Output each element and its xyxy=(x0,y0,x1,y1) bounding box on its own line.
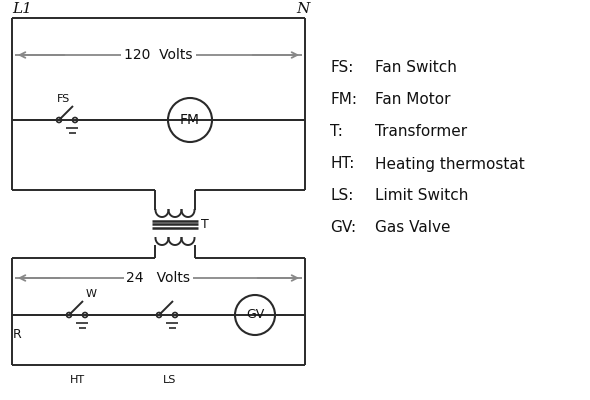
Text: GV:: GV: xyxy=(330,220,356,236)
Text: FM: FM xyxy=(180,113,200,127)
Text: HT:: HT: xyxy=(330,156,355,172)
Text: R: R xyxy=(13,328,22,341)
Text: Gas Valve: Gas Valve xyxy=(375,220,451,236)
Text: T: T xyxy=(201,218,209,230)
Text: 120  Volts: 120 Volts xyxy=(124,48,193,62)
Text: Fan Motor: Fan Motor xyxy=(375,92,451,108)
Text: FM:: FM: xyxy=(330,92,357,108)
Text: Fan Switch: Fan Switch xyxy=(375,60,457,76)
Text: FS:: FS: xyxy=(330,60,353,76)
Text: FS: FS xyxy=(57,94,70,104)
Text: LS:: LS: xyxy=(330,188,353,204)
Text: HT: HT xyxy=(70,375,85,385)
Text: Heating thermostat: Heating thermostat xyxy=(375,156,525,172)
Text: L1: L1 xyxy=(12,2,32,16)
Text: Transformer: Transformer xyxy=(375,124,467,140)
Text: W: W xyxy=(86,289,97,299)
Text: LS: LS xyxy=(163,375,176,385)
Text: T:: T: xyxy=(330,124,343,140)
Text: 24   Volts: 24 Volts xyxy=(126,271,191,285)
Text: GV: GV xyxy=(246,308,264,322)
Text: Limit Switch: Limit Switch xyxy=(375,188,468,204)
Text: N: N xyxy=(296,2,310,16)
